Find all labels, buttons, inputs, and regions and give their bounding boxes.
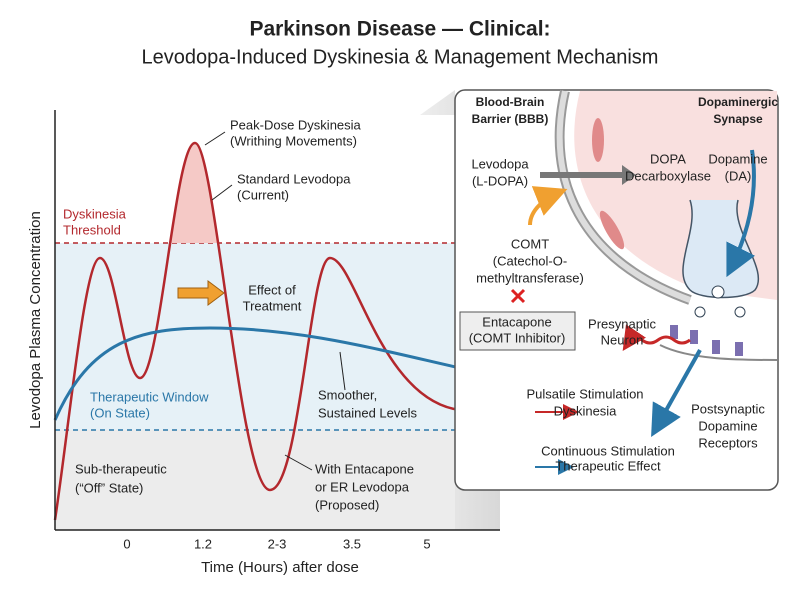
continuous-label: Continuous Stimulation [541, 443, 675, 458]
vesicle [734, 306, 746, 318]
bbb-wall-inner [556, 90, 692, 303]
comt-label: methyltransferase) [476, 270, 584, 285]
proposed-label: (Proposed) [315, 497, 379, 512]
continuous-arrow [651, 349, 702, 437]
x-tick-label: 0 [123, 536, 130, 551]
x-axis-label: Time (Hours) after dose [201, 559, 359, 576]
y-axis-label: Levodopa Plasma Concentration [27, 211, 44, 429]
effect-label: Effect of [248, 282, 296, 297]
comt-label: COMT [511, 236, 549, 251]
presynaptic-label: Presynaptic [588, 316, 656, 331]
transport-arrow [540, 165, 636, 185]
treated-curve [53, 326, 461, 421]
leader [204, 131, 226, 146]
sub-label: (“Off” State) [75, 480, 143, 495]
window-label: (On State) [90, 405, 150, 420]
bbb-label: Blood-Brain [476, 95, 545, 109]
standard-label: (Current) [237, 187, 289, 202]
bbb-label: Barrier (BBB) [472, 112, 549, 126]
standard-label: Standard Levodopa [237, 171, 351, 186]
title: Parkinson Disease — Clinical: [249, 18, 550, 41]
comt-arrow [528, 186, 568, 226]
smoother-label: Smoother, [318, 387, 377, 402]
receptor [690, 330, 698, 344]
continuous-label: Therapeutic Effect [555, 458, 661, 473]
x-tick-label: 1.2 [194, 536, 212, 551]
comt-label: (Catechol-O- [493, 253, 567, 268]
standard-curve [53, 141, 461, 521]
x-tick-label: 5 [423, 536, 430, 551]
x-tick-label: 2-3 [268, 536, 287, 551]
inhibit-x [510, 288, 526, 304]
leader [211, 184, 233, 201]
entacapone-label: Entacapone [482, 314, 551, 329]
peak-label: (Writhing Movements) [230, 133, 357, 148]
effect-arrow [177, 280, 225, 306]
pulsatile-label: Dyskinesia [554, 403, 618, 418]
dopamine-label: (DA) [725, 168, 752, 183]
da-arrow [726, 149, 756, 278]
leader [339, 351, 346, 391]
sub-label: Sub-therapeutic [75, 461, 167, 476]
synapse-label: Dopaminergic [698, 95, 778, 109]
subtitle: Levodopa-Induced Dyskinesia & Management… [142, 46, 659, 68]
receptors-label: Dopamine [698, 418, 757, 433]
receptors-label: Receptors [698, 435, 758, 450]
entacapone-box [459, 311, 576, 351]
pulsatile-label: Pulsatile Stimulation [526, 386, 643, 401]
pulsatile-wave [622, 324, 691, 351]
ddc-label: Decarboxylase [625, 168, 711, 183]
levodopa-label: (L-DOPA) [472, 173, 528, 188]
vesicle [711, 285, 725, 299]
proposed-label: or ER Levodopa [315, 479, 410, 494]
x-tick-label: 3.5 [343, 536, 361, 551]
presynaptic-label: Neuron [601, 332, 644, 347]
leader [284, 454, 313, 471]
postsynaptic-membrane [659, 344, 778, 361]
subtherapeutic-band [55, 430, 455, 530]
proposed-label: With Entacapone [315, 461, 414, 476]
effect-label: Treatment [243, 298, 302, 313]
receptors-label: Postsynaptic [691, 401, 765, 416]
receptor [735, 342, 743, 356]
dopamine-label: Dopamine [708, 151, 767, 166]
entacapone-label: (COMT Inhibitor) [469, 330, 566, 345]
smoother-label: Sustained Levels [318, 405, 418, 420]
synapse-label: Synapse [713, 112, 763, 126]
peak-label: Peak-Dose Dyskinesia [230, 117, 362, 132]
receptor [670, 325, 678, 339]
therapeutic-band [55, 243, 455, 430]
peak-fill [171, 143, 219, 243]
cell [599, 210, 625, 250]
cell [592, 118, 604, 162]
vesicle [694, 306, 706, 318]
ddc-label: DOPA [650, 151, 686, 166]
threshold-label: Threshold [63, 222, 121, 237]
window-label: Therapeutic Window [90, 389, 209, 404]
threshold-label: Dyskinesia [63, 206, 127, 221]
receptor [712, 340, 720, 354]
levodopa-label: Levodopa [471, 156, 529, 171]
